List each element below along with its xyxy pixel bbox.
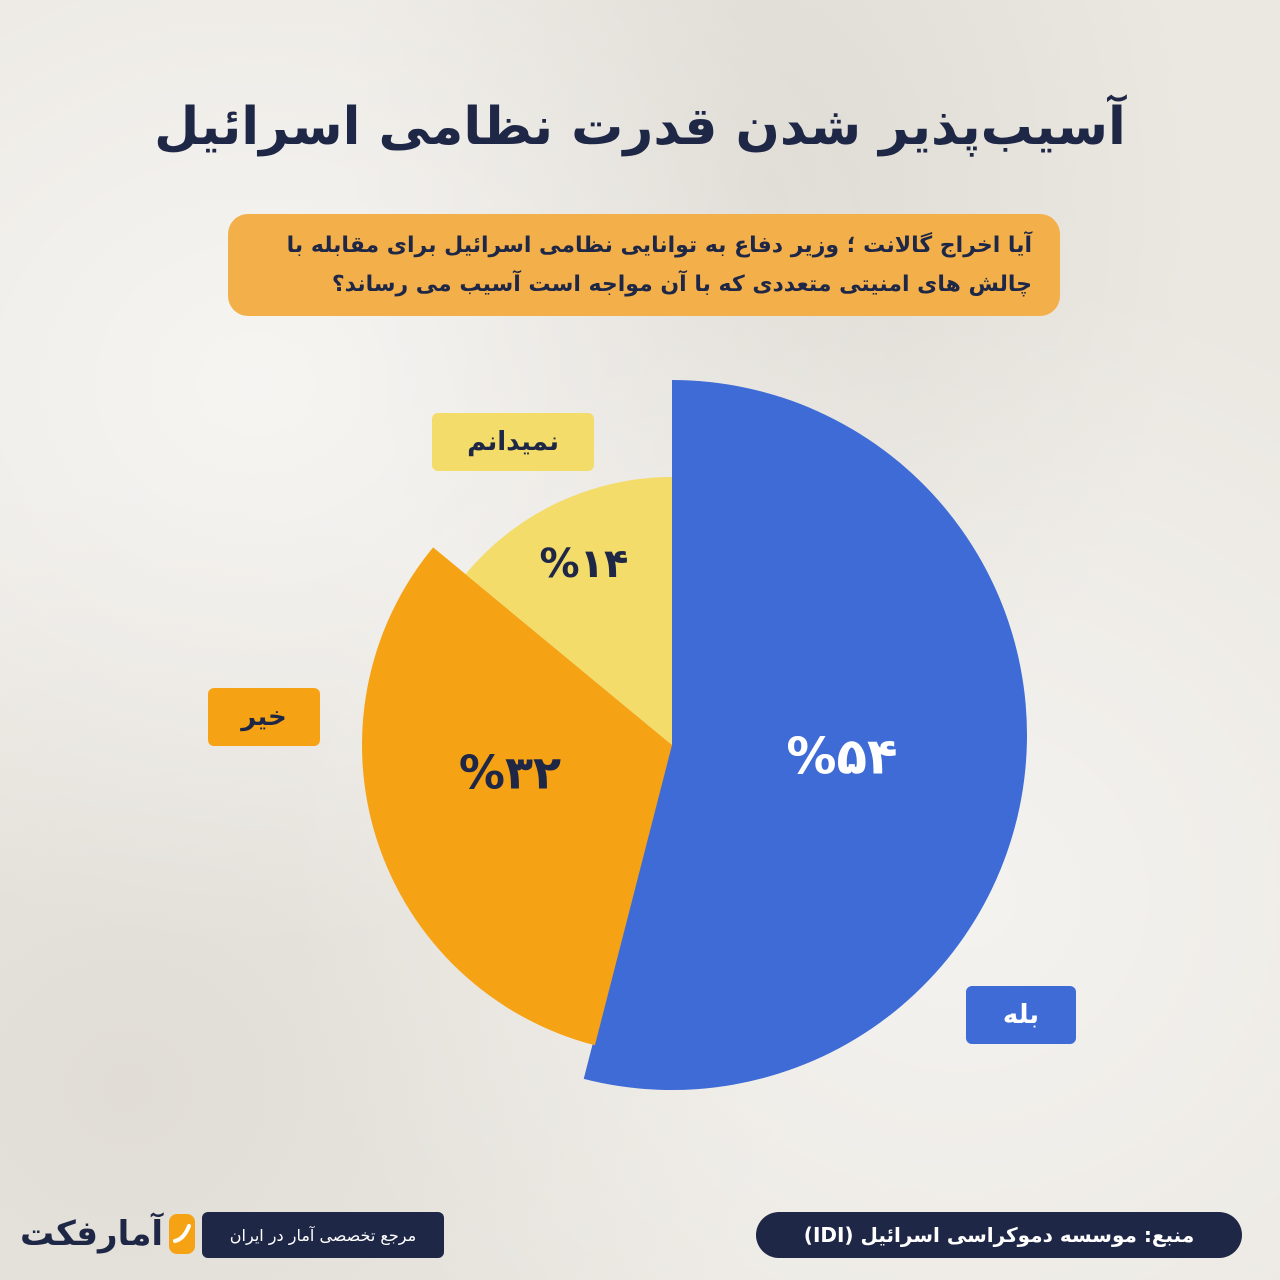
legend-tag-no: خیر xyxy=(208,688,320,746)
slice-label-yes: %۵۴ xyxy=(786,728,897,786)
slice-yes xyxy=(583,380,1027,1090)
logo-wordmark: آمارفکت xyxy=(20,1214,164,1254)
slice-label-no: %۳۲ xyxy=(459,746,561,800)
amarfact-logo-icon xyxy=(169,1214,196,1254)
legend-tag-yes: بله xyxy=(966,986,1076,1044)
slice-dont-know xyxy=(465,477,672,745)
legend-tag-dont-know: نمیدانم xyxy=(432,413,594,471)
brand-logo: آمارفکت xyxy=(20,1206,196,1262)
tagline-badge: مرجع تخصصی آمار در ایران xyxy=(202,1212,444,1258)
survey-question: آیا اخراج گالانت ؛ وزیر دفاع به توانایی … xyxy=(228,214,1060,316)
source-badge: منبع: موسسه دموکراسی اسرائیل (IDI) xyxy=(756,1212,1242,1258)
slice-label-dont-know: %۱۴ xyxy=(540,541,629,587)
page-title: آسیب‌پذیر شدن قدرت نظامی اسرائیل xyxy=(154,97,1126,157)
slice-no xyxy=(361,547,672,1046)
